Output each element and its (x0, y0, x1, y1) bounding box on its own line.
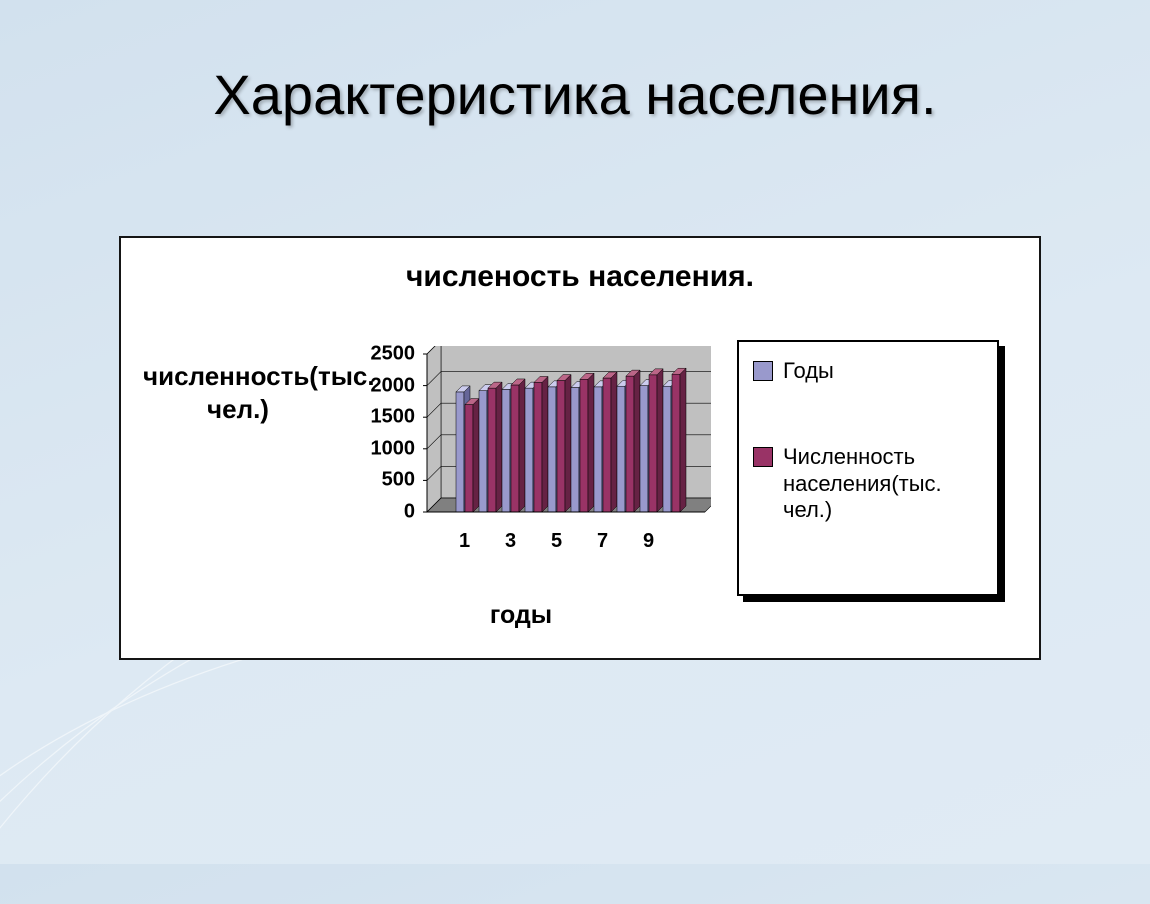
y-tick-label: 0 (343, 501, 415, 524)
legend-box: Годы Численность населения(тыс. чел.) (737, 340, 999, 596)
x-axis-ticks: 1 3 5 7 9 (421, 530, 711, 558)
legend-label: Численность населения(тыс. чел.) (783, 444, 983, 523)
y-tick-label: 2000 (343, 374, 415, 397)
legend-item: Численность населения(тыс. чел.) (753, 444, 983, 523)
chart-legend: Годы Численность населения(тыс. чел.) (737, 340, 999, 596)
x-tick-label: 3 (505, 530, 516, 553)
y-tick-label: 1500 (343, 406, 415, 429)
legend-swatch (753, 361, 773, 381)
y-tick-label: 500 (343, 469, 415, 492)
chart-plot (421, 346, 711, 528)
legend-item: Годы (753, 358, 983, 384)
x-tick-label: 7 (597, 530, 608, 553)
x-tick-label: 1 (459, 530, 470, 553)
x-axis-label: годы (341, 601, 701, 630)
legend-swatch (753, 447, 773, 467)
x-tick-label: 9 (643, 530, 654, 553)
chart-frame: численость населения. численность(тыс. ч… (121, 238, 1039, 658)
y-axis-ticks: 0 500 1000 1500 2000 2500 (343, 346, 415, 528)
legend-label: Годы (783, 358, 983, 384)
y-tick-label: 1000 (343, 437, 415, 460)
slide-title: Характеристика населения. (0, 62, 1150, 127)
chart-title: численость населения. (121, 260, 1039, 294)
y-axis-label: численность(тыс. чел.) (143, 360, 333, 425)
y-tick-label: 2500 (343, 343, 415, 366)
x-tick-label: 5 (551, 530, 562, 553)
